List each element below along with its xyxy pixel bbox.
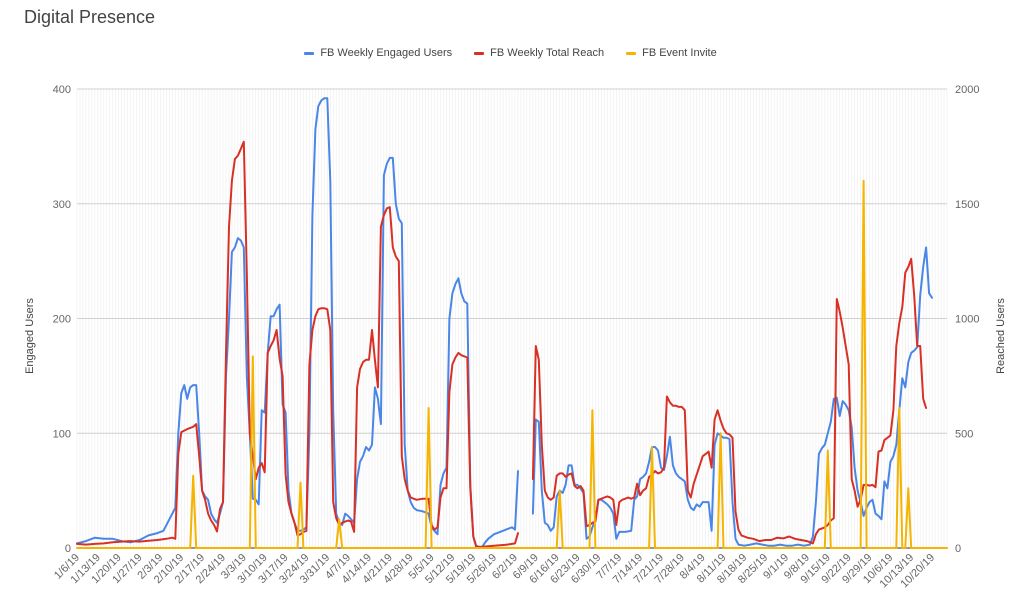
legend-label-total-reach: FB Weekly Total Reach [490, 47, 605, 59]
legend-label-engaged-users: FB Weekly Engaged Users [320, 47, 453, 59]
grid-layer [76, 88, 948, 549]
y-tick-label-right: 1500 [955, 199, 979, 211]
y-tick-label-left: 0 [65, 543, 71, 555]
series-layer [76, 97, 948, 549]
series-line-fb-event-invite [76, 179, 948, 549]
legend-item-total-reach[interactable]: FB Weekly Total Reach [474, 47, 604, 59]
y-tick-label-right: 2000 [955, 84, 979, 96]
legend-swatch-event-invite [626, 51, 637, 55]
chart-title: Digital Presence [24, 7, 156, 27]
series-line-fb-weekly-engaged-users [531, 246, 934, 547]
y-tick-label-right: 500 [955, 428, 973, 440]
y-tick-label-right: 0 [955, 543, 961, 555]
legend-item-event-invite[interactable]: FB Event Invite [626, 47, 717, 59]
y-tick-label-left: 100 [53, 428, 71, 440]
legend-item-engaged-users[interactable]: FB Weekly Engaged Users [304, 47, 452, 59]
legend: FB Weekly Engaged Users FB Weekly Total … [0, 47, 1021, 59]
legend-swatch-total-reach [474, 51, 485, 55]
y-tick-label-left: 200 [53, 314, 71, 326]
y-tick-label-left: 300 [53, 199, 71, 211]
series-line-fb-weekly-total-reach [76, 140, 519, 548]
y-axis-title-right: Reached Users [995, 298, 1007, 374]
series-line-fb-weekly-engaged-users [76, 97, 519, 548]
y-tick-label-right: 1000 [955, 314, 979, 326]
legend-label-event-invite: FB Event Invite [642, 47, 717, 59]
y-tick-label-left: 400 [53, 84, 71, 96]
legend-swatch-engaged-users [304, 51, 315, 55]
y-axis-title-left: Engaged Users [24, 298, 36, 374]
